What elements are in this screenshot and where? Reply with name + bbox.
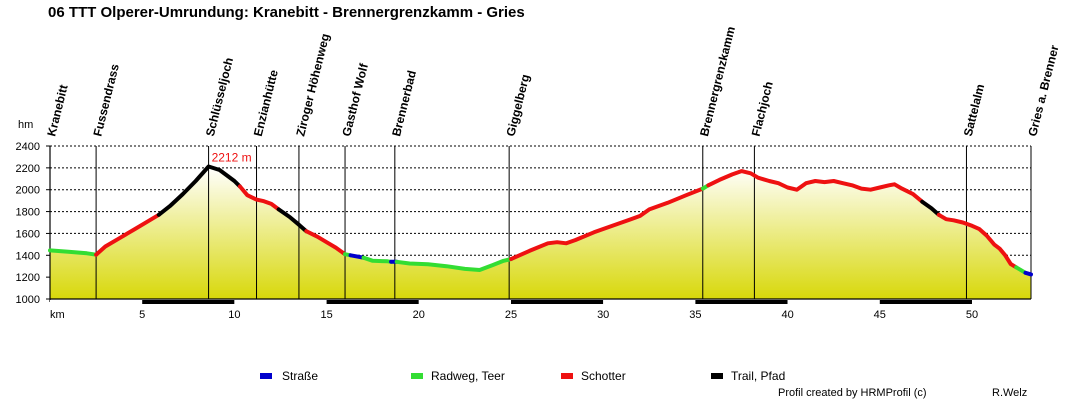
waypoint-label-gasthof-wolf: Gasthof Wolf	[339, 61, 371, 138]
elevation-area	[50, 166, 1031, 299]
waypoint-label-schl-sseljoch: Schlüsseljoch	[203, 56, 236, 138]
x-axis-bar-5	[510, 300, 604, 304]
x-tick-label-10: 10	[228, 309, 240, 321]
waypoint-label-fussendrass: Fussendrass	[90, 62, 122, 138]
profile-segment-schotter-5	[304, 229, 347, 257]
x-tick-label-30: 30	[597, 309, 609, 321]
y-tick-label-2200: 2200	[16, 163, 40, 175]
y-tick-label-2000: 2000	[16, 185, 40, 197]
profile-segment-schotter-13	[706, 169, 925, 204]
x-tick-label-20: 20	[413, 309, 425, 321]
x-axis-bar-1	[142, 300, 235, 304]
x-axis-bar-2	[234, 300, 327, 304]
credit-software: Profil created by HRMProfil (c)	[778, 387, 927, 399]
x-axis-bar-9	[879, 300, 972, 304]
x-tick-label-25: 25	[505, 309, 517, 321]
profile-segment-radweg-teer-8	[361, 255, 394, 264]
x-tick-label-5: 5	[139, 309, 145, 321]
x-axis-bar-6	[603, 300, 696, 304]
x-axis-bar-0	[50, 300, 143, 304]
legend-label-trail-pfad: Trail, Pfad	[731, 369, 785, 383]
legend-swatch-radweg-teer	[411, 373, 423, 379]
waypoint-label-giggelberg: Giggelberg	[503, 73, 532, 138]
profile-segment-schotter-3	[237, 184, 281, 212]
y-tick-label-2400: 2400	[16, 141, 40, 153]
y-tick-label-1200: 1200	[16, 272, 40, 284]
waypoint-label-ziroger-h-henweg: Ziroger Höhenweg	[293, 32, 332, 138]
waypoint-label-kranebitt: Kranebitt	[44, 83, 70, 137]
x-axis-bar-8	[787, 300, 880, 304]
profile-segment-stra-e-7	[348, 253, 366, 260]
legend-swatch-trail-pfad	[711, 373, 723, 379]
credit-author: R.Welz	[992, 387, 1028, 399]
profile-segment-schotter-1	[94, 212, 161, 257]
legend-swatch-stra-e	[260, 373, 272, 379]
waypoint-label-flachjoch: Flachjoch	[749, 80, 776, 138]
x-axis-bar-10	[971, 300, 1031, 304]
waypoint-label-sattelalm: Sattelalm	[961, 83, 987, 138]
x-axis-bar-7	[695, 300, 788, 304]
profile-segment-stra-e-17	[1023, 270, 1033, 277]
legend-label-radweg-teer: Radweg, Teer	[431, 369, 505, 383]
profile-segment-radweg-teer-0	[48, 248, 99, 257]
profile-segment-radweg-teer-10	[394, 257, 513, 272]
profile-segment-trail-pfad-2	[156, 164, 242, 217]
x-axis-bar-3	[326, 300, 419, 304]
y-tick-label-1000: 1000	[16, 294, 40, 306]
x-tick-label-15: 15	[320, 309, 332, 321]
profile-segment-trail-pfad-4	[276, 207, 309, 234]
profile-segment-trail-pfad-14	[920, 199, 941, 217]
peak-label: 2212 m	[212, 151, 252, 165]
y-axis-label: hm	[18, 119, 33, 131]
x-axis-bar-4	[418, 300, 511, 304]
x-axis-label: km	[50, 309, 65, 321]
x-tick-label-50: 50	[966, 309, 978, 321]
legend-label-stra-e: Straße	[282, 369, 318, 383]
profile-segment-schotter-11	[509, 186, 705, 262]
profile-segment-schotter-15	[936, 212, 1019, 270]
waypoint-label-brennerbad: Brennerbad	[389, 69, 419, 138]
chart-title: 06 TTT Olperer-Umrundung: Kranebitt - Br…	[48, 4, 525, 21]
legend-label-schotter: Schotter	[581, 369, 626, 383]
x-tick-label-40: 40	[781, 309, 793, 321]
x-tick-label-35: 35	[689, 309, 701, 321]
y-tick-label-1800: 1800	[16, 207, 40, 219]
waypoint-label-brennergrenzkamm: Brennergrenzkamm	[697, 25, 738, 138]
legend-swatch-schotter	[561, 373, 573, 379]
y-tick-label-1400: 1400	[16, 250, 40, 262]
waypoint-label-gries-a-brenner: Gries a. Brenner	[1025, 43, 1061, 137]
waypoint-label-enzianh-tte: Enzianhütte	[251, 68, 281, 138]
y-tick-label-1600: 1600	[16, 228, 40, 240]
x-tick-label-45: 45	[874, 309, 886, 321]
